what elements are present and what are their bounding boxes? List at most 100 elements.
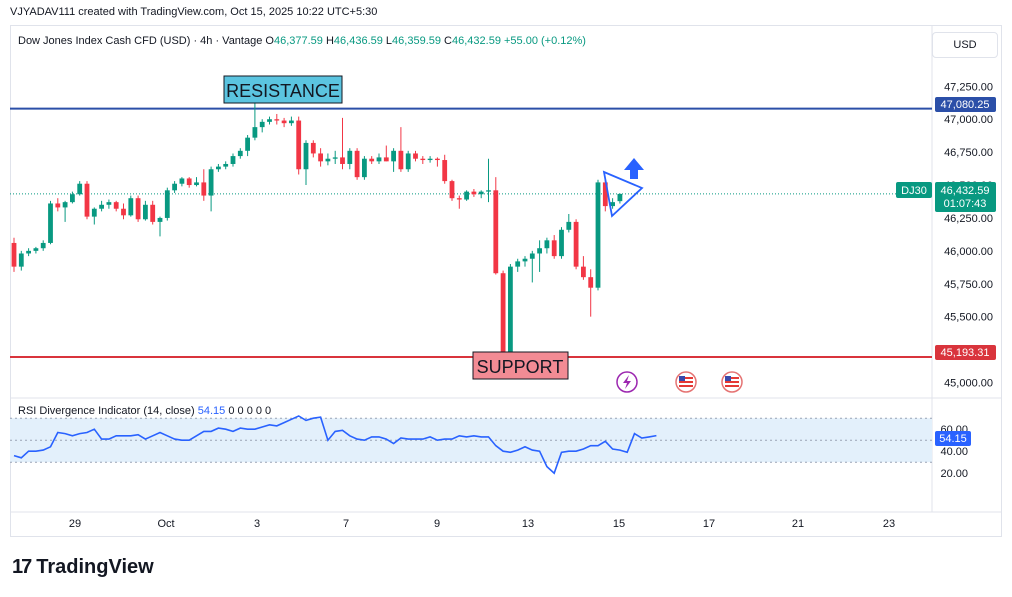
drawings-layer — [602, 158, 644, 218]
candle-body — [617, 193, 623, 202]
candle-body — [595, 182, 601, 288]
candle-body — [77, 183, 83, 195]
support-label: SUPPORT — [477, 357, 564, 377]
candle — [522, 256, 528, 267]
last-price-tag: 46,432.59 — [941, 185, 990, 197]
candle-body — [106, 202, 112, 205]
candle — [216, 163, 221, 172]
ohlc-legend: Dow Jones Index Cash CFD (USD) · 4h · Va… — [18, 35, 586, 47]
time-tick-label: 9 — [434, 518, 440, 530]
time-tick-label: 15 — [613, 518, 625, 530]
symbol-title[interactable]: Dow Jones Index Cash CFD (USD) · 4h · Va… — [18, 35, 263, 47]
tradingview-mark-icon: 17 — [12, 556, 32, 578]
rsi-value-tag: 54.15 — [939, 433, 967, 445]
candle-body — [515, 261, 521, 267]
tradingview-logo[interactable]: 17 TradingView — [12, 556, 154, 579]
candle-body — [573, 221, 579, 267]
candle-body — [376, 157, 382, 162]
candle — [391, 148, 396, 172]
candle-body — [48, 203, 53, 243]
candle-body — [121, 208, 126, 216]
candle-body — [413, 153, 418, 159]
candle — [500, 270, 506, 357]
candle — [91, 207, 97, 225]
time-tick-label: 7 — [343, 518, 349, 530]
candle — [332, 150, 338, 164]
candle-body — [588, 277, 594, 288]
high-label: H — [325, 35, 334, 47]
candle — [135, 195, 141, 222]
candle-body — [172, 183, 177, 191]
candle — [172, 181, 177, 193]
price-tags-layer: 47,080.25 45,193.31 DJ30 46,432.59 01:07… — [896, 97, 996, 446]
candle — [237, 148, 243, 159]
candle — [464, 190, 469, 201]
candle — [529, 250, 535, 283]
price-tick-label: 47,250.00 — [944, 81, 993, 93]
candle-body — [405, 153, 411, 170]
change-value: +55.00 (+0.12%) — [504, 35, 586, 47]
candle — [515, 258, 521, 272]
candle-body — [164, 190, 170, 218]
candle-body — [610, 202, 615, 207]
resistance-label-box — [223, 75, 343, 104]
candle-body — [427, 158, 433, 161]
candle-body — [303, 142, 309, 170]
candle-body — [179, 178, 185, 184]
candle-body — [340, 157, 345, 164]
candle-body — [216, 166, 221, 170]
candle — [194, 177, 199, 187]
high-value: 46,436.59 — [333, 35, 383, 47]
candle-body — [442, 160, 448, 182]
candle-body — [186, 178, 192, 186]
candle — [617, 193, 623, 204]
candle-body — [237, 150, 243, 157]
rsi-value-tag-bg — [935, 431, 971, 446]
candle — [544, 237, 550, 254]
close-label: C — [444, 35, 452, 47]
candle-body — [40, 242, 46, 249]
candle — [362, 156, 367, 180]
candle — [230, 153, 236, 167]
countdown-tag: 01:07:43 — [944, 198, 987, 210]
candle — [121, 203, 126, 220]
candle — [186, 177, 192, 188]
candle-body — [289, 120, 294, 124]
candle-body — [566, 221, 572, 230]
rsi-title[interactable]: RSI Divergence Indicator (14, close) — [18, 405, 195, 417]
candle — [55, 198, 61, 212]
candle-body — [471, 191, 477, 195]
triangle-pattern-shape — [602, 170, 644, 218]
candle-body — [252, 127, 258, 138]
candle — [383, 145, 389, 162]
candle-body — [143, 204, 148, 220]
candle-body — [383, 157, 389, 162]
time-tick-label: 13 — [522, 518, 534, 530]
candle — [456, 195, 462, 209]
time-tick-label: 21 — [792, 518, 804, 530]
candle-body — [332, 157, 338, 159]
candle — [559, 227, 564, 259]
candle — [77, 181, 83, 196]
candle — [420, 156, 426, 164]
us-flag-event-icon — [721, 371, 743, 393]
candle — [427, 156, 433, 163]
candle-body — [486, 190, 491, 192]
tradingview-name: TradingView — [36, 556, 154, 578]
candle — [595, 179, 601, 291]
up-arrow-icon — [624, 158, 644, 179]
candle-body — [544, 240, 550, 249]
candle-body — [537, 248, 542, 254]
candle — [354, 148, 360, 180]
candle-body — [581, 266, 586, 278]
candle — [610, 198, 615, 209]
currency-button[interactable]: USD — [932, 32, 998, 58]
candle — [296, 116, 302, 175]
candle-body — [369, 158, 375, 162]
candle — [223, 161, 229, 170]
candle — [281, 117, 287, 128]
candle — [478, 190, 484, 199]
candle — [602, 179, 608, 212]
candle — [84, 181, 90, 220]
